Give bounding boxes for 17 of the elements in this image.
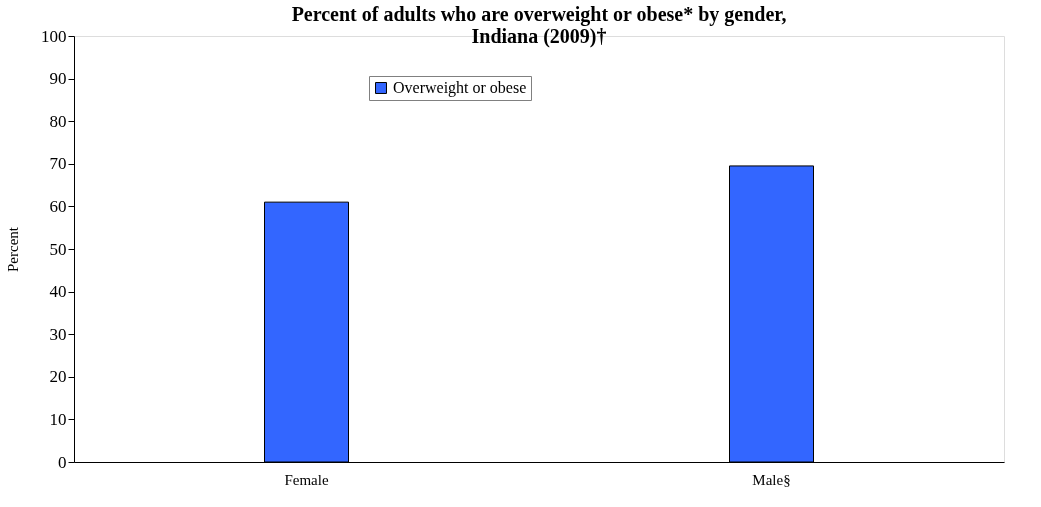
y-tick-label: 40 bbox=[49, 282, 67, 302]
x-tick-label: Male§ bbox=[752, 471, 791, 488]
y-tick-label: 30 bbox=[49, 324, 67, 344]
text: Indiana (2009)† bbox=[471, 25, 607, 47]
x-tick-label: Female bbox=[284, 471, 329, 488]
y-tick-label: 90 bbox=[49, 69, 67, 89]
y-tick-label: 60 bbox=[49, 196, 67, 216]
y-axis-title: Percent bbox=[5, 226, 21, 272]
y-tick-label: 100 bbox=[41, 26, 67, 46]
y-tick-label: 20 bbox=[49, 367, 67, 387]
text: Percent of adults who are overweight or obese* by gender, bbox=[291, 3, 787, 25]
y-tick-label: 80 bbox=[49, 111, 67, 131]
y-tick-label: 70 bbox=[49, 154, 67, 174]
y-tick-label: 0 bbox=[58, 452, 67, 472]
y-tick-label: 50 bbox=[49, 239, 67, 259]
legend-label: Overweight or obese bbox=[393, 79, 527, 97]
y-tick-label: 10 bbox=[49, 409, 67, 429]
